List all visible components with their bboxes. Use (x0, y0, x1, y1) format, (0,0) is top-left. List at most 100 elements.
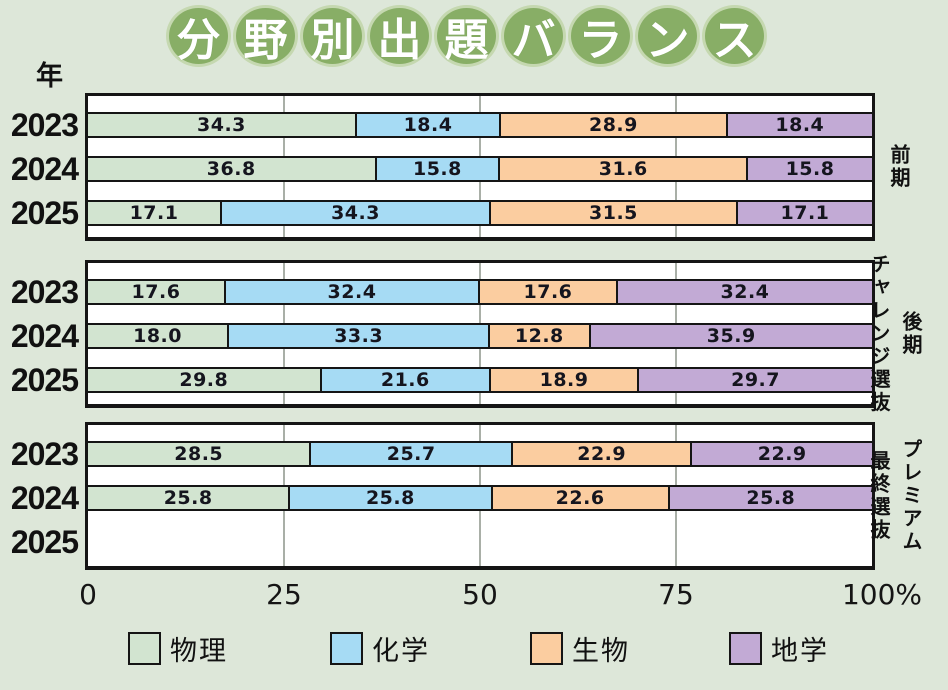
bar-segment-生物: 22.9 (512, 443, 693, 465)
legend-swatch-icon (729, 632, 762, 665)
segment-value: 25.8 (746, 487, 796, 509)
year-label: 2025 (10, 195, 79, 231)
segment-value: 35.9 (706, 325, 756, 347)
segment-value: 15.8 (785, 158, 835, 180)
legend-item-地学: 地学 (729, 629, 829, 668)
bar-segment-生物: 17.6 (479, 281, 618, 303)
year-label: 2023 (10, 436, 79, 472)
year-label: 2025 (10, 362, 79, 398)
legend-label: 物理 (170, 636, 228, 666)
segment-value: 18.4 (403, 114, 453, 136)
legend-swatch-icon (530, 632, 563, 665)
x-axis-tick-label: 50 (462, 578, 498, 611)
bar-segment-物理: 18.0 (88, 325, 230, 347)
bar-row: 34.3 18.4 28.9 18.4 (88, 112, 872, 138)
bar-segment-地学: 17.1 (737, 202, 872, 224)
bar-segment-物理: 28.5 (88, 443, 312, 465)
legend-label: 地学 (771, 636, 829, 666)
segment-value: 17.1 (129, 202, 179, 224)
bar-segment-生物: 12.8 (490, 325, 591, 347)
bar-segment-地学: 15.8 (748, 158, 872, 180)
bar-segment-地学: 25.8 (669, 487, 872, 509)
group-side-label: プレミアム (899, 438, 921, 554)
segment-value: 22.9 (577, 443, 627, 465)
bar-segment-物理: 29.8 (88, 369, 322, 391)
segment-value: 29.7 (731, 369, 780, 391)
segment-value: 25.7 (386, 443, 436, 465)
group-side-label: 最終選抜 (867, 450, 889, 542)
bar-segment-化学: 25.8 (290, 487, 493, 509)
segment-value: 12.8 (514, 325, 564, 347)
bar-segment-化学: 25.7 (311, 443, 513, 465)
segment-value: 22.6 (555, 487, 605, 509)
bar-row: 28.5 25.7 22.9 22.9 (88, 441, 872, 467)
segment-value: 25.8 (365, 487, 415, 509)
segment-value: 18.0 (133, 325, 182, 347)
bar-segment-物理: 25.8 (88, 487, 291, 509)
group-side-label: 後期 (899, 311, 921, 357)
title-char-icon: ラ (568, 5, 633, 67)
year-axis-label: 年 (36, 61, 63, 91)
bar-segment-地学: 35.9 (590, 325, 872, 347)
segment-value: 17.6 (131, 281, 181, 303)
x-axis-tick-label: 25 (266, 578, 302, 611)
segment-value: 31.5 (589, 202, 638, 224)
bar-segment-化学: 21.6 (321, 369, 491, 391)
bar-segment-地学: 32.4 (617, 281, 872, 303)
bar-segment-物理: 36.8 (88, 158, 377, 180)
title-char-icon: 分 (166, 5, 231, 67)
group-frame-3: 28.5 25.7 22.9 22.9 25.8 25.8 22.6 25.8 (85, 422, 875, 570)
bar-segment-生物: 31.6 (500, 158, 749, 180)
bar-segment-生物: 31.5 (490, 202, 738, 224)
segment-value: 15.8 (412, 158, 462, 180)
title-char-icon: 別 (300, 5, 365, 67)
bar-segment-物理: 17.6 (88, 281, 226, 303)
segment-value: 21.6 (380, 369, 430, 391)
segment-value: 32.4 (327, 281, 377, 303)
x-axis-tick-label: 75 (658, 578, 694, 611)
bar-row: 25.8 25.8 22.6 25.8 (88, 485, 872, 511)
bar-segment-生物: 28.9 (501, 114, 728, 136)
title-char-icon: 野 (233, 5, 298, 67)
page-title: 分野別出題バランス (166, 5, 767, 67)
bar-segment-生物: 22.6 (492, 487, 670, 509)
bar-segment-地学: 18.4 (727, 114, 872, 136)
bar-segment-物理: 17.1 (88, 202, 223, 224)
segment-value: 33.3 (334, 325, 384, 347)
segment-value: 34.3 (197, 114, 246, 136)
legend-swatch-icon (128, 632, 161, 665)
title-char-icon: 題 (434, 5, 499, 67)
title-char-icon: 出 (367, 5, 432, 67)
legend-item-化学: 化学 (330, 629, 430, 668)
legend-item-生物: 生物 (530, 629, 630, 668)
segment-value: 25.8 (163, 487, 213, 509)
segment-value: 17.6 (523, 281, 573, 303)
legend-item-物理: 物理 (128, 629, 228, 668)
year-label: 2023 (10, 107, 79, 143)
bar-segment-地学: 22.9 (692, 443, 872, 465)
year-label: 2025 (10, 524, 79, 560)
year-label: 2024 (10, 318, 79, 354)
group-frame-2: 17.6 32.4 17.6 32.4 18.0 33.3 12.8 35.9 29.8 21.6… (85, 260, 875, 408)
bar-row: 17.1 34.3 31.5 17.1 (88, 200, 872, 226)
bar-row: 18.0 33.3 12.8 35.9 (88, 323, 872, 349)
legend-label: 化学 (372, 636, 430, 666)
segment-value: 22.9 (757, 443, 807, 465)
legend-label: 生物 (572, 636, 630, 666)
bar-segment-地学: 29.7 (639, 369, 872, 391)
bar-segment-物理: 34.3 (88, 114, 357, 136)
title-char-icon: バ (501, 5, 566, 67)
segment-value: 34.3 (331, 202, 380, 224)
segment-value: 18.9 (539, 369, 589, 391)
title-char-icon: ス (702, 5, 767, 67)
segment-value: 31.6 (598, 158, 648, 180)
title-char-icon: ン (635, 5, 700, 67)
group-frame-1: 34.3 18.4 28.9 18.4 36.8 15.8 31.6 15.8 17.1 34.3… (85, 93, 875, 241)
group-side-label: 前期 (887, 144, 909, 190)
bar-row: 29.8 21.6 18.9 29.7 (88, 367, 872, 393)
segment-value: 18.4 (775, 114, 825, 136)
bar-segment-化学: 32.4 (225, 281, 480, 303)
segment-value: 32.4 (720, 281, 770, 303)
bar-segment-化学: 18.4 (356, 114, 502, 136)
